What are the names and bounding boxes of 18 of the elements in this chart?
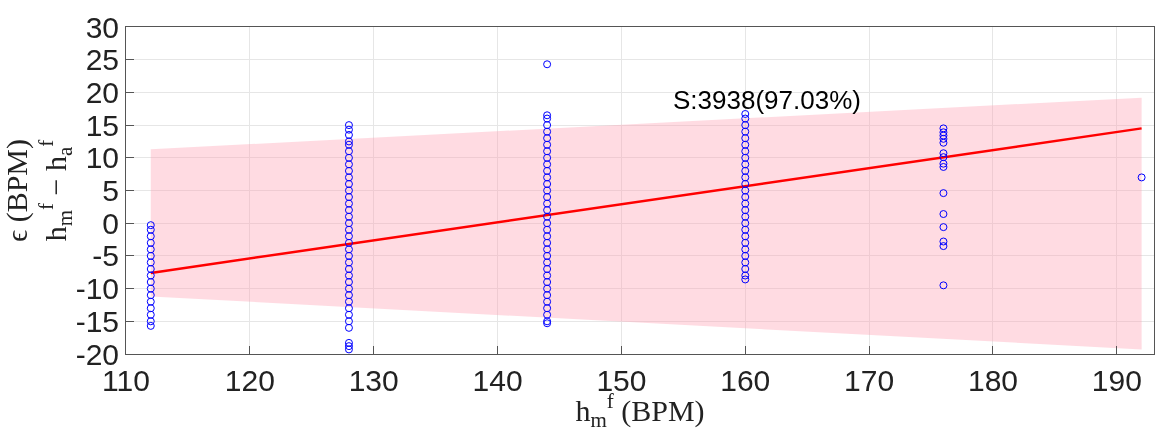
x-tick-label: 120: [224, 364, 275, 397]
y-tick-label: -5: [92, 239, 119, 273]
x-tick-label: 140: [472, 364, 523, 397]
y-tick-label: -15: [75, 304, 119, 338]
y-tick-label: 10: [85, 141, 119, 175]
y-tick-label: 5: [102, 174, 119, 207]
x-tick-label: 180: [967, 364, 1019, 397]
y-tick-label: -10: [75, 272, 119, 306]
annotation: S:3938(97.03%): [673, 85, 861, 115]
y-tick-label: 20: [85, 75, 119, 109]
x-tick-label: 170: [844, 364, 895, 397]
y-tick-label: 15: [85, 108, 119, 142]
y-tick-label: 25: [85, 43, 119, 77]
y-tick-label: 0: [102, 206, 119, 240]
x-tick-label: 190: [1091, 364, 1142, 397]
y-tick-label: 30: [85, 10, 119, 44]
x-tick-label: 160: [720, 364, 771, 397]
x-tick-label: 130: [348, 364, 399, 397]
